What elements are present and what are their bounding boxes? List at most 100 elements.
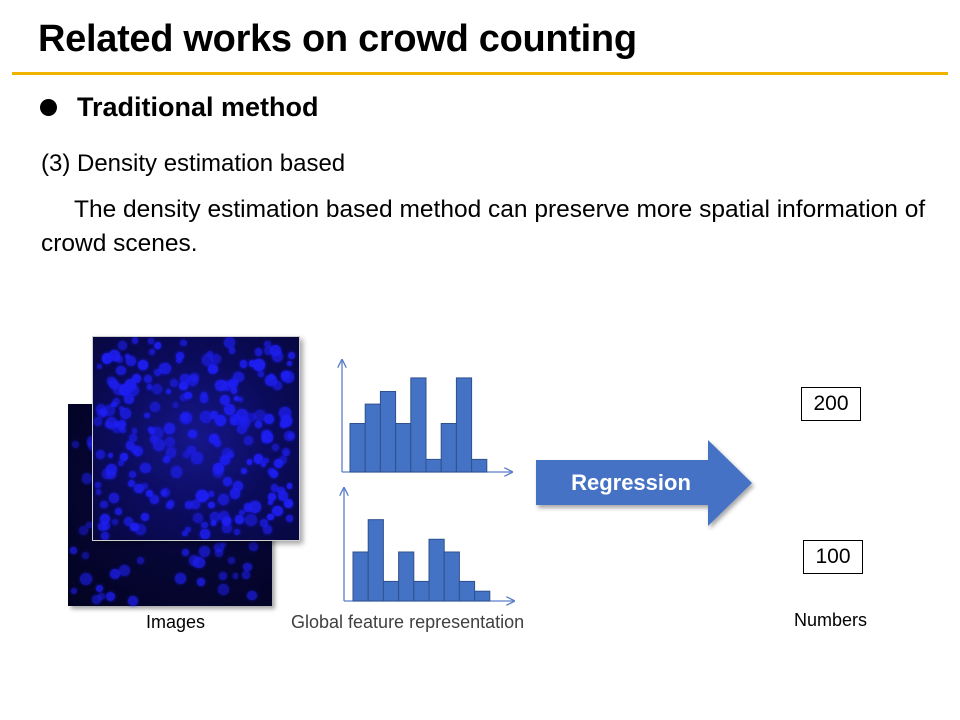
crowd-dot bbox=[138, 360, 148, 370]
crowd-dot bbox=[109, 493, 119, 503]
crowd-dot bbox=[264, 341, 271, 348]
crowd-dot bbox=[260, 518, 269, 527]
crowd-dot bbox=[279, 455, 288, 464]
crowd-dot bbox=[213, 439, 222, 448]
crowd-dot bbox=[142, 482, 149, 489]
crowd-dot bbox=[222, 448, 234, 460]
crowd-dot bbox=[144, 374, 153, 383]
bullet-item: Traditional method bbox=[40, 92, 319, 123]
crowd-dot bbox=[221, 541, 227, 547]
crowd-dot bbox=[233, 573, 239, 579]
subheading: (3) Density estimation based bbox=[41, 150, 346, 177]
crowd-dot bbox=[106, 376, 116, 386]
crowd-dot bbox=[82, 551, 90, 559]
crowd-dot bbox=[182, 549, 189, 556]
crowd-dot bbox=[214, 542, 224, 553]
crowd-dot bbox=[199, 411, 212, 424]
crowd-dot bbox=[193, 557, 205, 569]
crowd-dot bbox=[254, 348, 263, 356]
crowd-dot bbox=[232, 480, 243, 492]
crowd-dot bbox=[230, 488, 241, 499]
crowd-dot bbox=[272, 505, 284, 517]
crowd-dot bbox=[100, 500, 108, 509]
crowd-dot bbox=[163, 455, 171, 464]
crowd-dot bbox=[92, 595, 101, 604]
crowd-dot bbox=[127, 595, 138, 606]
crowd-dot bbox=[165, 447, 177, 458]
crowd-dot bbox=[164, 423, 176, 434]
crowd-dot bbox=[277, 490, 289, 502]
crowd-dot bbox=[286, 360, 293, 367]
crowd-dot bbox=[99, 409, 108, 417]
crowd-dot bbox=[131, 428, 138, 434]
crowd-dot bbox=[215, 379, 227, 392]
crowd-dot bbox=[201, 522, 208, 529]
crowd-dot bbox=[209, 410, 219, 420]
crowd-dot bbox=[148, 349, 155, 356]
crowd-dot bbox=[118, 564, 130, 576]
regression-arrow-shape bbox=[536, 440, 752, 526]
crowd-dot bbox=[71, 441, 80, 449]
crowd-dot bbox=[118, 420, 126, 428]
slide-title: Related works on crowd counting bbox=[38, 18, 637, 60]
crowd-dot bbox=[96, 363, 102, 370]
crowd-dot bbox=[180, 339, 187, 347]
crowd-dot bbox=[228, 556, 236, 564]
crowd-dot bbox=[188, 555, 200, 566]
crowd-dot bbox=[182, 450, 191, 459]
crowd-dot bbox=[244, 513, 257, 526]
crowd-dot bbox=[86, 521, 93, 528]
crowd-dot bbox=[253, 453, 264, 464]
crowd-dot bbox=[210, 520, 217, 526]
crowd-dot bbox=[136, 556, 144, 564]
histogram-bar bbox=[352, 551, 369, 602]
crowd-dot bbox=[149, 436, 157, 444]
histogram-bar bbox=[382, 580, 400, 602]
crowd-dot bbox=[140, 512, 149, 521]
crowd-dot bbox=[185, 501, 194, 509]
crowd-dot bbox=[269, 470, 278, 479]
crowd-dot bbox=[168, 500, 175, 507]
histogram-top bbox=[342, 360, 512, 472]
crowd-dot bbox=[79, 573, 92, 586]
regression-arrow bbox=[536, 440, 752, 526]
crowd-dot bbox=[235, 515, 244, 525]
features-label: Global feature representation bbox=[291, 612, 525, 632]
crowd-dot bbox=[240, 467, 247, 474]
crowd-dot bbox=[233, 395, 240, 402]
crowd-dot bbox=[150, 402, 161, 413]
histogram-bar bbox=[413, 580, 430, 602]
crowd-dot bbox=[267, 499, 274, 505]
crowd-dot bbox=[279, 407, 291, 419]
histogram-bar bbox=[367, 519, 384, 602]
crowd-dot bbox=[151, 427, 163, 439]
crowd-dot bbox=[96, 585, 103, 592]
crowd-dot bbox=[124, 516, 134, 527]
crowd-dot bbox=[213, 462, 224, 474]
crowd-dot bbox=[79, 526, 89, 536]
crowd-image-front bbox=[92, 336, 300, 541]
crowd-dot bbox=[243, 562, 252, 572]
crowd-dot bbox=[170, 378, 178, 387]
crowd-dot bbox=[175, 572, 187, 584]
crowd-dot bbox=[179, 373, 190, 384]
crowd-dot bbox=[148, 338, 154, 344]
crowd-dot bbox=[288, 352, 296, 360]
crowd-dot bbox=[146, 384, 153, 390]
crowd-dot bbox=[129, 434, 137, 442]
crowd-dot bbox=[103, 405, 115, 417]
crowd-dot bbox=[99, 513, 110, 524]
histogram-bar bbox=[410, 377, 427, 473]
crowd-dot bbox=[240, 360, 248, 368]
bullet-text: Traditional method bbox=[77, 92, 319, 122]
histogram-bar bbox=[398, 551, 415, 602]
crowd-dot bbox=[97, 522, 108, 532]
crowd-dot bbox=[263, 346, 274, 356]
crowd-dot bbox=[221, 516, 232, 527]
crowd-dot bbox=[125, 441, 135, 450]
crowd-dot bbox=[112, 397, 120, 406]
crowd-dot bbox=[170, 466, 183, 478]
crowd-dot bbox=[239, 417, 247, 425]
crowd-dot bbox=[120, 427, 127, 434]
crowd-dot bbox=[112, 384, 124, 396]
